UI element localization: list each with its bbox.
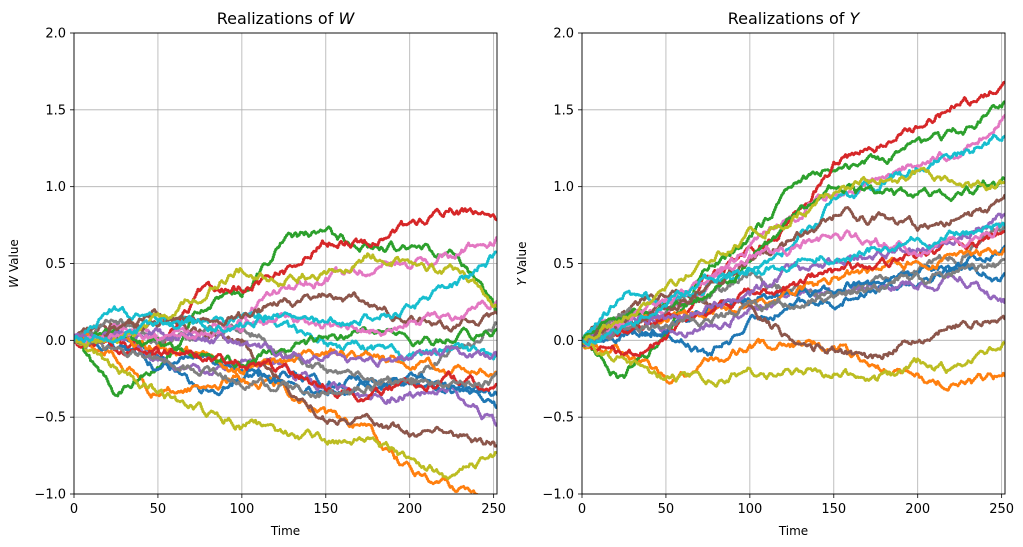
y-tick-label: 1.5: [45, 103, 66, 118]
series-path: [582, 194, 1005, 346]
y-tick-label: −0.5: [542, 411, 574, 426]
y-tick-label: 1.0: [45, 180, 66, 195]
series-path: [74, 326, 497, 368]
x-tick-label: 0: [70, 502, 78, 517]
series-path: [74, 299, 497, 344]
series-path: [74, 339, 497, 399]
x-tick-label: 0: [578, 502, 586, 517]
x-tick-label: 250: [481, 502, 506, 517]
x-tick-label: 200: [397, 502, 422, 517]
chart-panel-y: 0 50 100 150 200 250 −1.0 −0.5 0.0 0.5 1.0 1.5 2.0 Ti…: [515, 9, 1014, 538]
y-tick-label: 0.5: [45, 257, 66, 272]
series-path: [582, 289, 1005, 361]
x-tick-label: 100: [737, 502, 762, 517]
chart-title: Realizations of Y: [728, 9, 861, 28]
series-path: [74, 336, 497, 480]
y-tick-label: 1.5: [553, 103, 574, 118]
y-tick-label: −1.0: [34, 488, 66, 503]
series-path: [582, 339, 1005, 388]
y-axis-label: Y Value: [515, 241, 529, 285]
series-path: [74, 225, 497, 398]
series-path: [74, 305, 497, 362]
chart-panel-w: 0 50 100 150 200 250 −1.0 −0.5 0.0 0.5 1.0 1.5 2.0 Ti…: [7, 9, 506, 538]
x-tick-label: 200: [905, 502, 930, 517]
y-tick-label: −1.0: [542, 488, 574, 503]
series-group: [582, 79, 1005, 393]
x-tick-label: 50: [150, 502, 167, 517]
x-tick-label: 250: [989, 502, 1014, 517]
series-path: [74, 252, 497, 348]
y-tick-label: 1.0: [553, 180, 574, 195]
series-path: [74, 318, 497, 387]
series-path: [582, 221, 1005, 346]
chart-title: Realizations of W: [217, 9, 356, 28]
series-path: [582, 258, 1005, 342]
series-path: [74, 250, 497, 344]
y-tick-label: 0.5: [553, 257, 574, 272]
x-axis-label: Time: [778, 524, 808, 538]
x-axis-label: Time: [270, 524, 300, 538]
y-tick-label: 2.0: [553, 27, 574, 42]
series-group: [74, 206, 497, 494]
y-tick-label: 2.0: [45, 27, 66, 42]
x-tick-label: 100: [229, 502, 254, 517]
x-tick-label: 50: [658, 502, 675, 517]
y-axis-label: W Value: [7, 239, 21, 288]
y-tick-label: 0.0: [45, 334, 66, 349]
series-path: [74, 335, 497, 403]
series-path: [582, 337, 1005, 392]
x-tick-label: 150: [313, 502, 338, 517]
series-path: [582, 167, 1005, 345]
y-tick-label: 0.0: [553, 334, 574, 349]
x-tick-label: 150: [821, 502, 846, 517]
y-tick-label: −0.5: [34, 411, 66, 426]
